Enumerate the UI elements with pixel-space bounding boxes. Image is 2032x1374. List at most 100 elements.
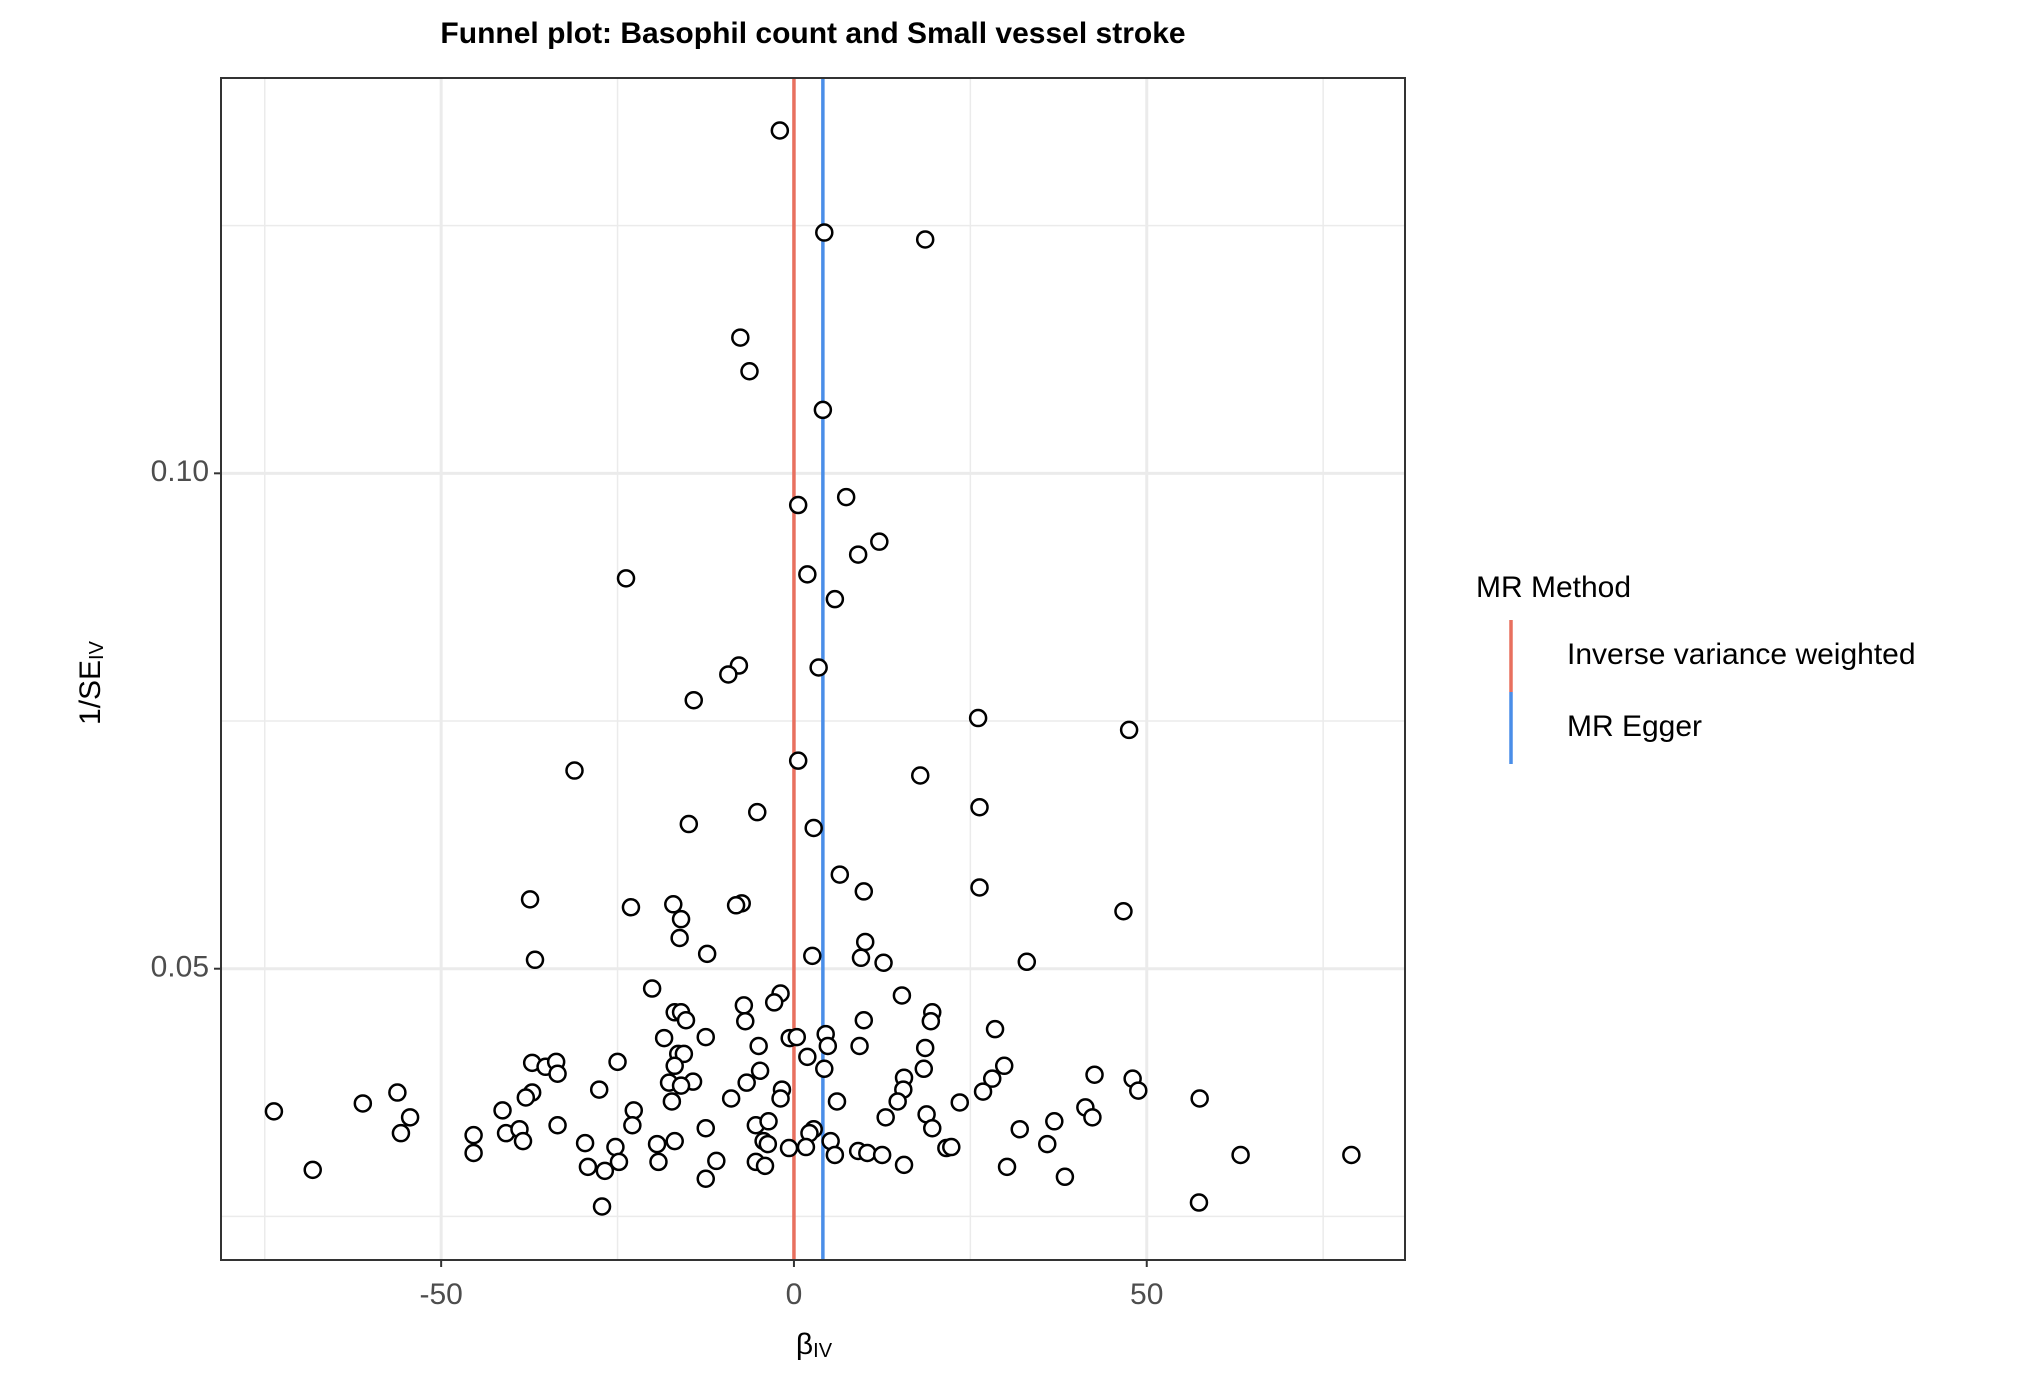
point bbox=[872, 1145, 892, 1165]
point bbox=[609, 1152, 629, 1172]
point bbox=[1038, 1134, 1057, 1154]
y-tick-label: 0.05 bbox=[151, 951, 209, 984]
x-label-sub: IV bbox=[813, 1340, 833, 1362]
point bbox=[914, 1059, 934, 1079]
point bbox=[1119, 720, 1139, 740]
x-axis-label: βIV bbox=[796, 1328, 833, 1362]
point bbox=[922, 1118, 942, 1138]
point bbox=[876, 1108, 895, 1127]
point bbox=[589, 1080, 609, 1099]
point bbox=[303, 1160, 322, 1180]
point bbox=[1055, 1167, 1075, 1187]
point bbox=[813, 400, 833, 420]
point bbox=[662, 1092, 682, 1111]
point bbox=[759, 1112, 778, 1131]
x-label-main: β bbox=[796, 1328, 813, 1361]
point bbox=[707, 1151, 726, 1171]
point bbox=[731, 328, 750, 347]
point bbox=[848, 545, 868, 564]
point bbox=[755, 1156, 775, 1176]
point bbox=[803, 946, 822, 966]
point bbox=[464, 1125, 483, 1145]
point bbox=[696, 1027, 715, 1047]
point bbox=[798, 565, 817, 584]
point bbox=[592, 1197, 612, 1216]
point bbox=[894, 1155, 914, 1175]
x-tick-label: 0 bbox=[786, 1278, 803, 1311]
point bbox=[921, 1011, 941, 1031]
point bbox=[575, 1133, 595, 1153]
point bbox=[854, 1010, 874, 1030]
point bbox=[736, 1011, 755, 1031]
point bbox=[1085, 1065, 1104, 1084]
legend-label: Inverse variance weighted bbox=[1567, 638, 1916, 671]
y-label-sub: IV bbox=[86, 640, 108, 660]
point bbox=[726, 896, 746, 915]
point bbox=[516, 1088, 536, 1107]
point bbox=[764, 993, 784, 1012]
point bbox=[606, 1137, 625, 1157]
point bbox=[674, 1044, 694, 1064]
point bbox=[770, 121, 790, 140]
point bbox=[888, 1092, 907, 1111]
point bbox=[771, 1089, 790, 1108]
point bbox=[994, 1056, 1014, 1076]
point bbox=[734, 996, 754, 1015]
point bbox=[749, 1036, 768, 1056]
point bbox=[997, 1157, 1017, 1177]
point bbox=[1190, 1089, 1209, 1108]
point bbox=[696, 1169, 715, 1189]
point bbox=[464, 1143, 483, 1163]
point bbox=[513, 1131, 533, 1151]
point bbox=[788, 751, 808, 770]
point bbox=[391, 1123, 411, 1143]
point bbox=[798, 1047, 817, 1067]
point bbox=[493, 1101, 512, 1120]
point bbox=[911, 766, 930, 785]
x-tick-label: 50 bbox=[1130, 1278, 1163, 1311]
point bbox=[1010, 1119, 1029, 1139]
point bbox=[264, 1102, 284, 1121]
point bbox=[815, 223, 834, 242]
point bbox=[595, 1161, 615, 1181]
point bbox=[621, 898, 641, 917]
point bbox=[750, 1061, 770, 1081]
point bbox=[796, 1137, 816, 1157]
point bbox=[578, 1157, 598, 1177]
point bbox=[696, 1118, 715, 1138]
point bbox=[671, 1076, 691, 1095]
point bbox=[721, 1089, 741, 1108]
point bbox=[915, 230, 935, 249]
point bbox=[548, 1064, 567, 1083]
point bbox=[676, 1010, 696, 1030]
legend-label: MR Egger bbox=[1567, 710, 1702, 743]
point bbox=[779, 1138, 799, 1158]
point bbox=[647, 1134, 667, 1154]
point bbox=[825, 1145, 845, 1165]
point bbox=[1231, 1145, 1250, 1165]
point bbox=[548, 1116, 567, 1135]
point bbox=[858, 1143, 877, 1163]
point bbox=[970, 878, 989, 897]
y-tick-label: 0.10 bbox=[151, 455, 209, 488]
point bbox=[1083, 1108, 1102, 1127]
point bbox=[654, 1028, 674, 1048]
chart-title: Funnel plot: Basophil count and Small ve… bbox=[440, 17, 1185, 50]
point bbox=[827, 1092, 847, 1111]
point bbox=[915, 1038, 935, 1058]
legend-title: MR Method bbox=[1476, 571, 1631, 604]
point bbox=[748, 802, 767, 822]
panel-border bbox=[220, 77, 1406, 1261]
point bbox=[968, 708, 988, 728]
point bbox=[1017, 952, 1037, 972]
point bbox=[788, 495, 808, 515]
point bbox=[649, 1152, 668, 1172]
point bbox=[684, 690, 704, 710]
point bbox=[1045, 1112, 1064, 1131]
point bbox=[1189, 1193, 1209, 1212]
point bbox=[670, 928, 689, 948]
point bbox=[758, 1134, 778, 1154]
point bbox=[1342, 1145, 1361, 1165]
point bbox=[737, 1073, 756, 1092]
